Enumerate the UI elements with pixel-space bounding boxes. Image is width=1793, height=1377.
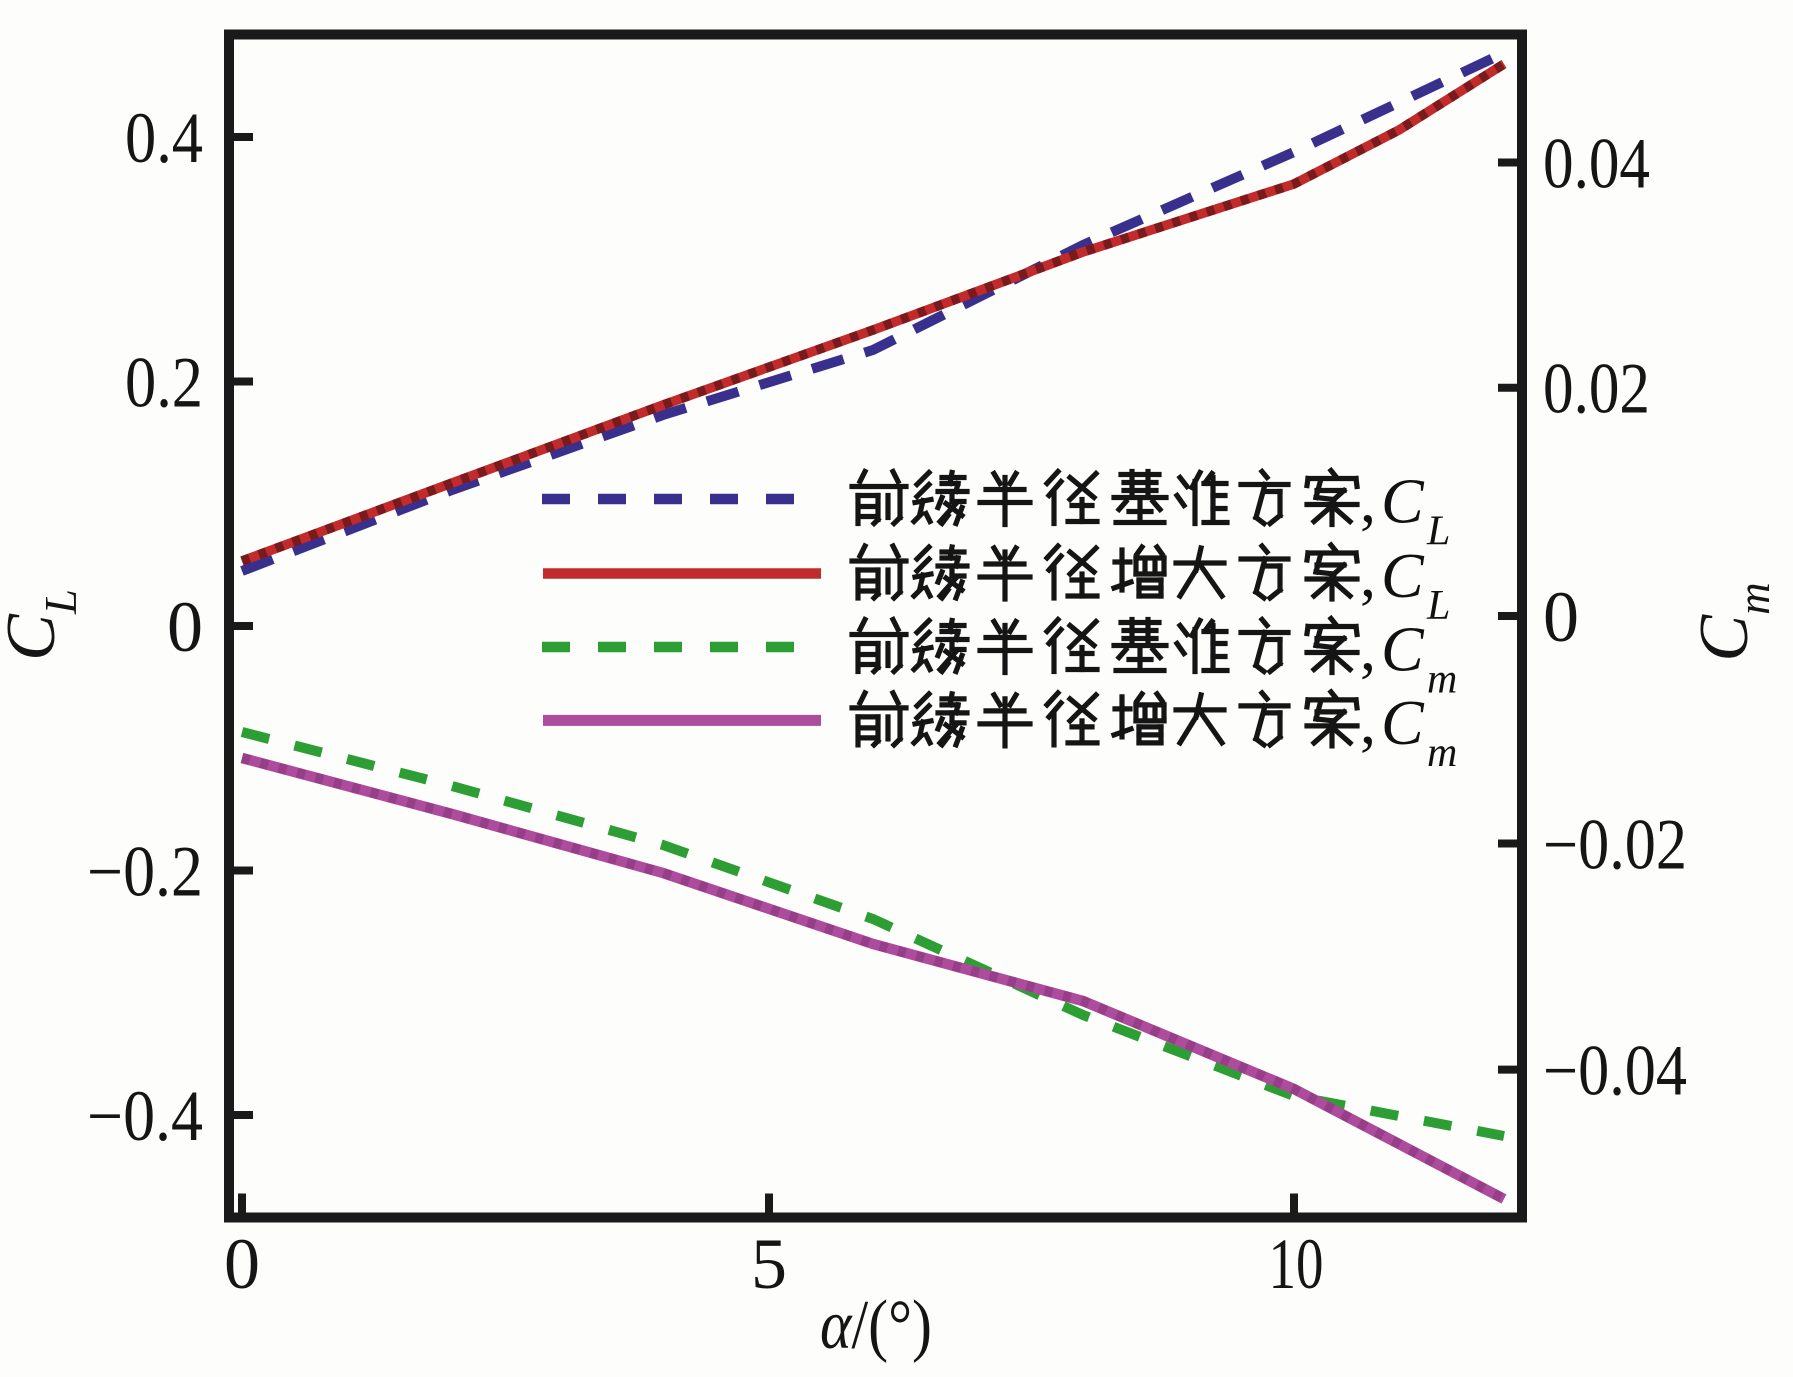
svg-text:L: L <box>1426 509 1450 555</box>
svg-text:m: m <box>1427 657 1457 703</box>
svg-text:,: , <box>1360 686 1376 757</box>
svg-text:0.4: 0.4 <box>125 98 203 178</box>
svg-text:10: 10 <box>1269 1224 1324 1304</box>
svg-text:0.04: 0.04 <box>1543 124 1650 204</box>
svg-text:0: 0 <box>167 587 203 667</box>
svg-text:−0.04: −0.04 <box>1543 1031 1687 1111</box>
svg-text:C: C <box>1381 540 1425 611</box>
svg-text:0.02: 0.02 <box>1543 349 1650 429</box>
svg-text:,: , <box>1360 465 1376 536</box>
svg-text:,: , <box>1360 539 1376 610</box>
svg-text:L: L <box>1426 583 1450 629</box>
svg-text:α/(°): α/(°) <box>820 1287 932 1364</box>
svg-text:m: m <box>1427 730 1457 776</box>
svg-text:0: 0 <box>224 1224 260 1304</box>
svg-text:−0.4: −0.4 <box>87 1076 203 1156</box>
svg-text:5: 5 <box>751 1224 787 1304</box>
svg-text:,: , <box>1360 613 1376 684</box>
svg-text:−0.2: −0.2 <box>87 832 203 912</box>
svg-text:C: C <box>1381 466 1425 537</box>
svg-text:0.2: 0.2 <box>125 343 203 423</box>
svg-text:C: C <box>1381 614 1425 685</box>
svg-text:C: C <box>1381 687 1425 758</box>
svg-text:−0.02: −0.02 <box>1543 805 1687 885</box>
svg-text:0: 0 <box>1543 577 1579 657</box>
